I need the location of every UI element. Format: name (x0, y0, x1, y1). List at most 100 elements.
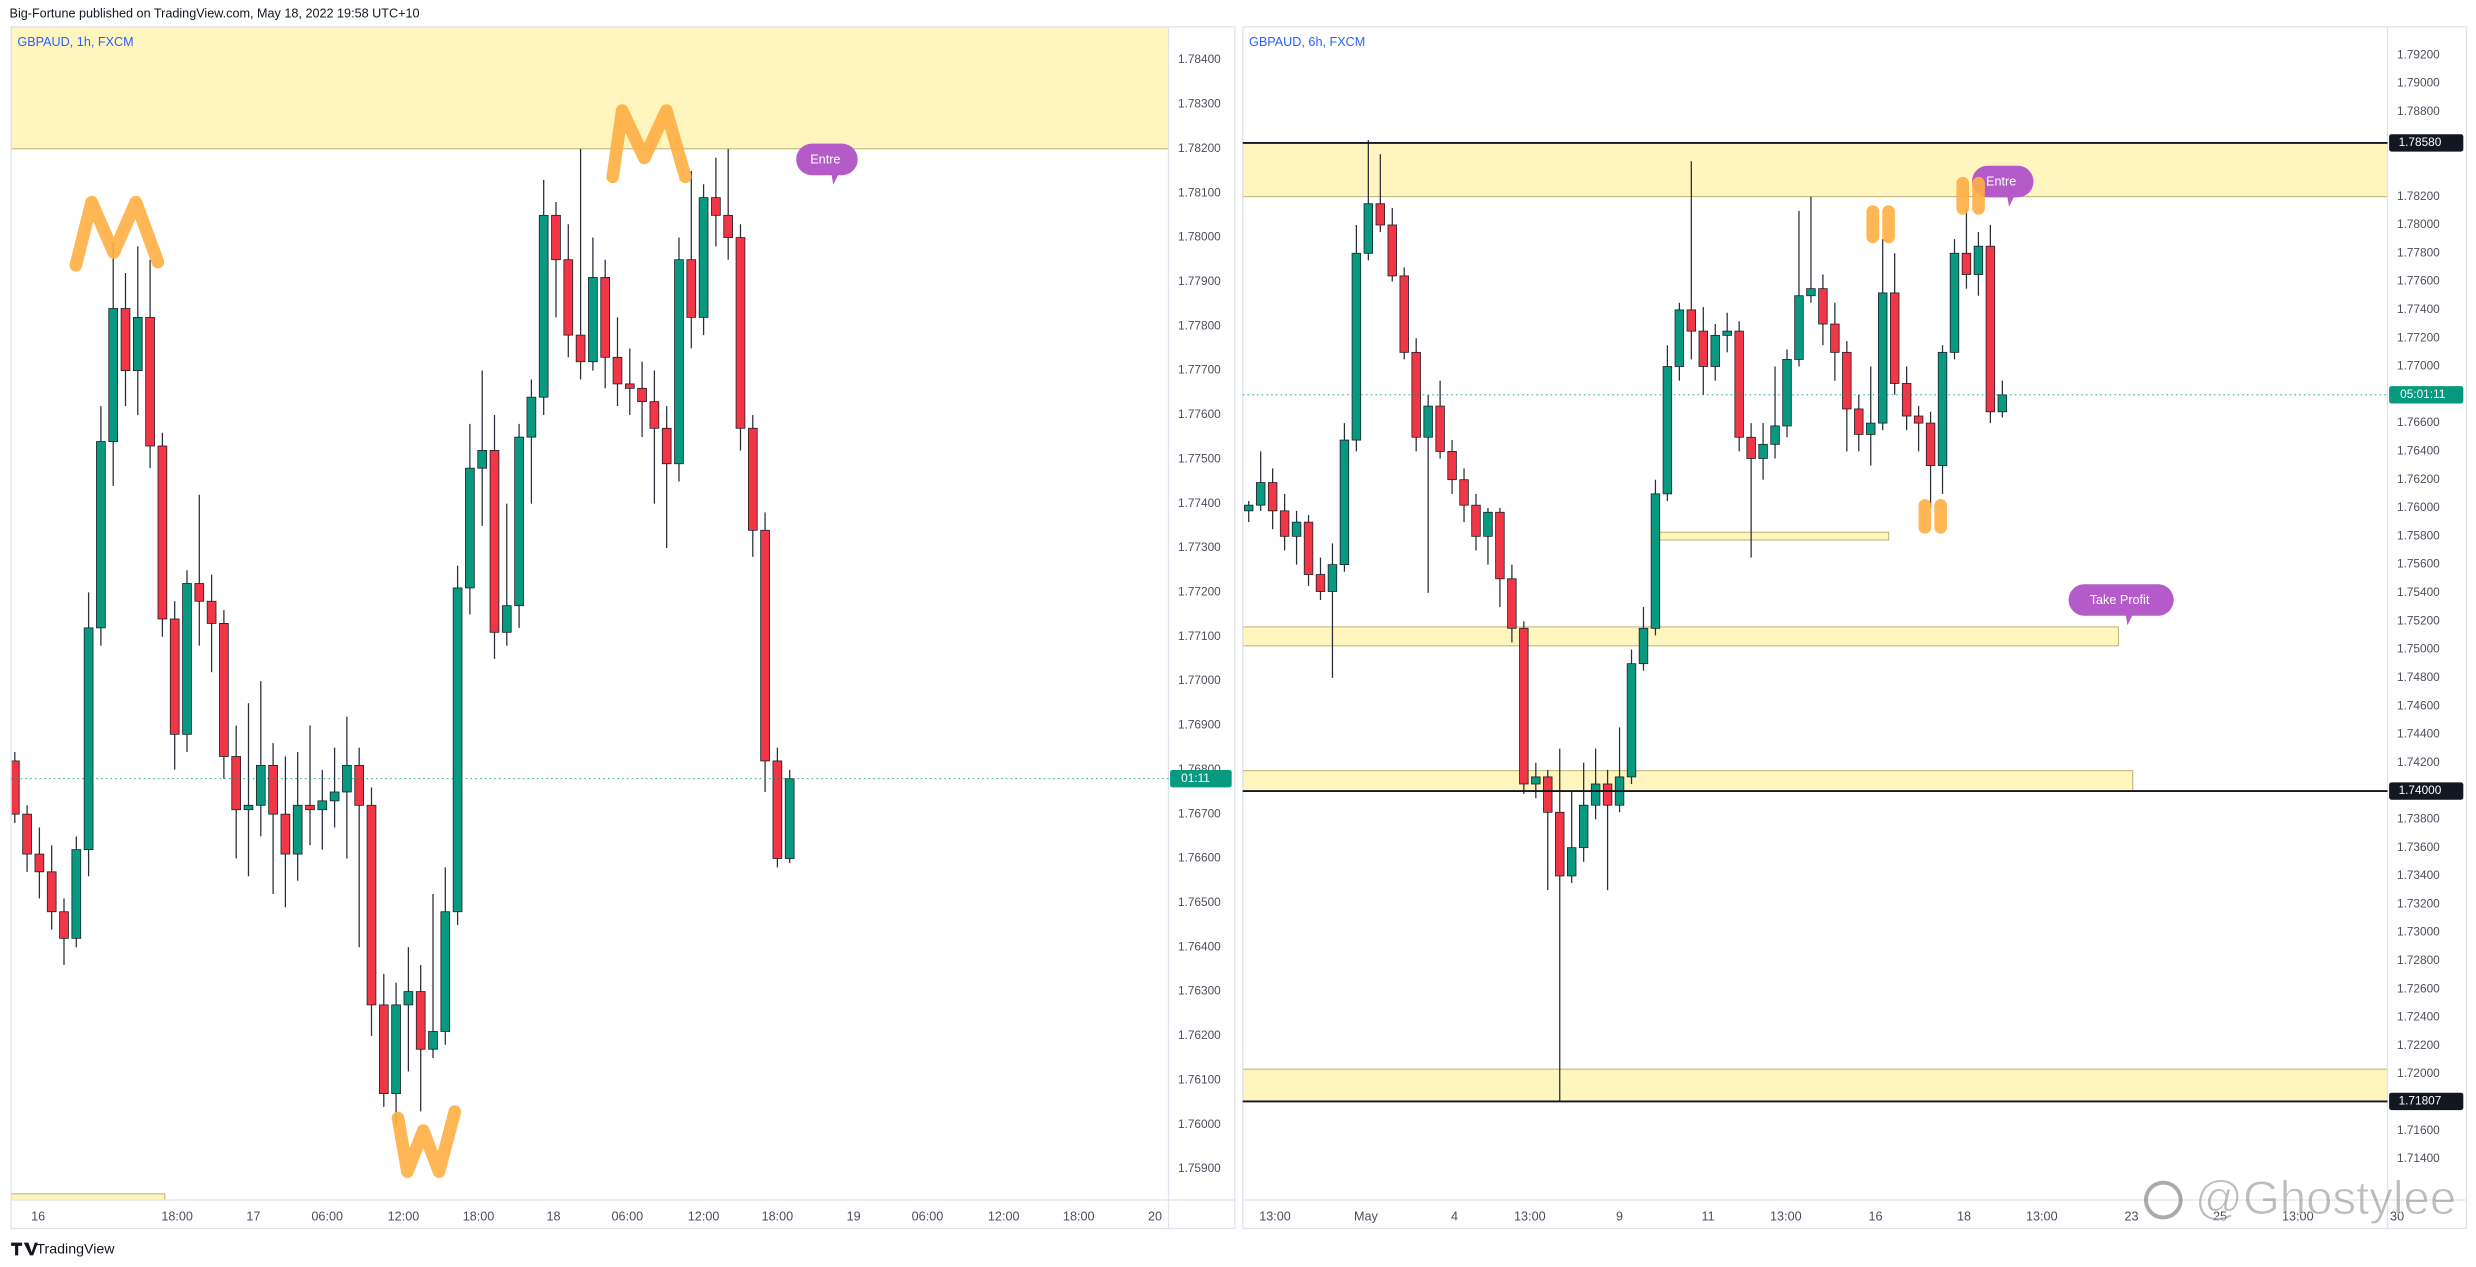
y-tick-label: 1.77800 (2397, 245, 2440, 259)
candle-body (1997, 394, 2008, 413)
y-tick-label: 1.78200 (1178, 141, 1221, 155)
x-tick-label: 13:00 (2282, 1210, 2314, 1224)
level-badge (2389, 1092, 2464, 1111)
candle-body (1555, 811, 1565, 877)
x-tick-label: 06:00 (311, 1210, 343, 1224)
y-tick-label: 1.75900 (1178, 1161, 1221, 1175)
y-tick-label: 1.72000 (2397, 1066, 2440, 1080)
candle-body (11, 760, 20, 815)
candle-body (182, 583, 192, 735)
annotation-bubble (1971, 165, 2034, 207)
countdown: 01:11 (1181, 771, 1210, 785)
y-tick-label: 1.76000 (1178, 1117, 1221, 1131)
zone (1242, 1068, 2388, 1102)
tv-logo (11, 1242, 38, 1256)
candle-body (1662, 366, 1673, 495)
y-tick-label: 1.77200 (1178, 585, 1221, 599)
candle-body (108, 308, 119, 442)
level-label: 1.74000 (2399, 783, 2442, 797)
candle-body (280, 813, 291, 855)
y-tick-label: 1.77600 (1178, 407, 1221, 421)
watermark-logo (2143, 1180, 2183, 1220)
level-badge (2389, 782, 2464, 800)
plot-frame (1242, 26, 2468, 1230)
candle-body (391, 1004, 401, 1094)
candle-body (1722, 330, 1732, 336)
candle-body (1985, 245, 1996, 413)
candle-body (1590, 783, 1601, 806)
candle-body (747, 427, 758, 531)
x-tick-label: 12:00 (688, 1210, 720, 1224)
candle-body (1495, 511, 1505, 580)
candle-body (1279, 510, 1290, 537)
y-tick-label: 1.76200 (1178, 1028, 1221, 1042)
candle-body (34, 853, 45, 873)
annotation-text: Take Profit (2090, 593, 2150, 607)
x-tick-label: May (1354, 1210, 1379, 1224)
candle-body (649, 401, 660, 429)
y-tick-label: 1.78200 (2397, 189, 2440, 203)
y-tick-label: 1.77000 (1178, 673, 1221, 687)
candle-body (22, 813, 32, 855)
annotation-text: Entre (1986, 175, 2016, 189)
header: Big-Fortune published on TradingView.com… (10, 7, 420, 21)
candle-body (1543, 776, 1553, 813)
y-tick-label: 1.74400 (2397, 727, 2440, 741)
y-tick-label: 1.76400 (2397, 444, 2440, 458)
x-tick-label: 13:00 (1514, 1210, 1546, 1224)
candle-body (169, 618, 180, 735)
y-tick-label: 1.76900 (1178, 718, 1221, 732)
x-tick-label: 13:00 (1259, 1210, 1291, 1224)
y-tick-label: 1.76700 (1178, 806, 1221, 820)
y-tick-label: 1.75600 (2397, 557, 2440, 571)
candle-body (231, 756, 242, 811)
candle-body (772, 760, 783, 859)
candle-body (1949, 252, 1960, 353)
x-tick-label: 25 (2213, 1210, 2227, 1224)
x-tick-label: 16 (31, 1210, 45, 1224)
zone (1242, 770, 2134, 792)
zone (1242, 142, 2388, 198)
candle-body (526, 396, 537, 438)
y-tick-label: 1.74800 (2397, 670, 2440, 684)
candle-body (624, 383, 635, 389)
y-tick-label: 1.78000 (1178, 230, 1221, 244)
candle-body (501, 605, 512, 633)
y-tick-label: 1.76100 (1178, 1072, 1221, 1086)
candle-body (354, 764, 365, 806)
candle-body (403, 991, 414, 1006)
candle-body (1626, 663, 1637, 778)
zone (11, 26, 1169, 150)
y-tick-label: 1.72200 (2397, 1038, 2440, 1052)
candle-body (71, 849, 82, 939)
m-drawing (69, 195, 165, 272)
x-tick-label: 06:00 (912, 1210, 944, 1224)
candle-body (551, 214, 561, 261)
candle-body (760, 529, 770, 762)
y-tick-label: 1.78400 (1178, 52, 1221, 66)
candle-body (1842, 351, 1852, 410)
candle-body (612, 356, 623, 385)
candle-body (1770, 425, 1780, 445)
m-drawing (606, 104, 692, 184)
candle-body (1363, 203, 1374, 254)
x-tick-label: 23 (2125, 1210, 2139, 1224)
x-tick-label: 06:00 (612, 1210, 644, 1224)
candle-body (575, 334, 586, 363)
candle-body (1854, 408, 1864, 435)
candle-body (711, 197, 721, 216)
y-tick-label: 1.72600 (2397, 981, 2440, 995)
x-tick-label: 19 (847, 1210, 861, 1224)
candle-body (428, 1031, 438, 1050)
y-tick-label: 1.72800 (2397, 953, 2440, 967)
candle-body (686, 259, 697, 318)
y-tick-label: 1.71400 (2397, 1151, 2440, 1165)
symbol-label: GBPAUD, 6h, FXCM (1249, 35, 1365, 49)
candle-body (600, 277, 611, 358)
candle-body (1315, 574, 1326, 592)
candle-body (538, 214, 549, 398)
y-tick-label: 1.78800 (2397, 104, 2440, 118)
y-tick-label: 1.75000 (2397, 642, 2440, 656)
candle-body (329, 791, 340, 802)
